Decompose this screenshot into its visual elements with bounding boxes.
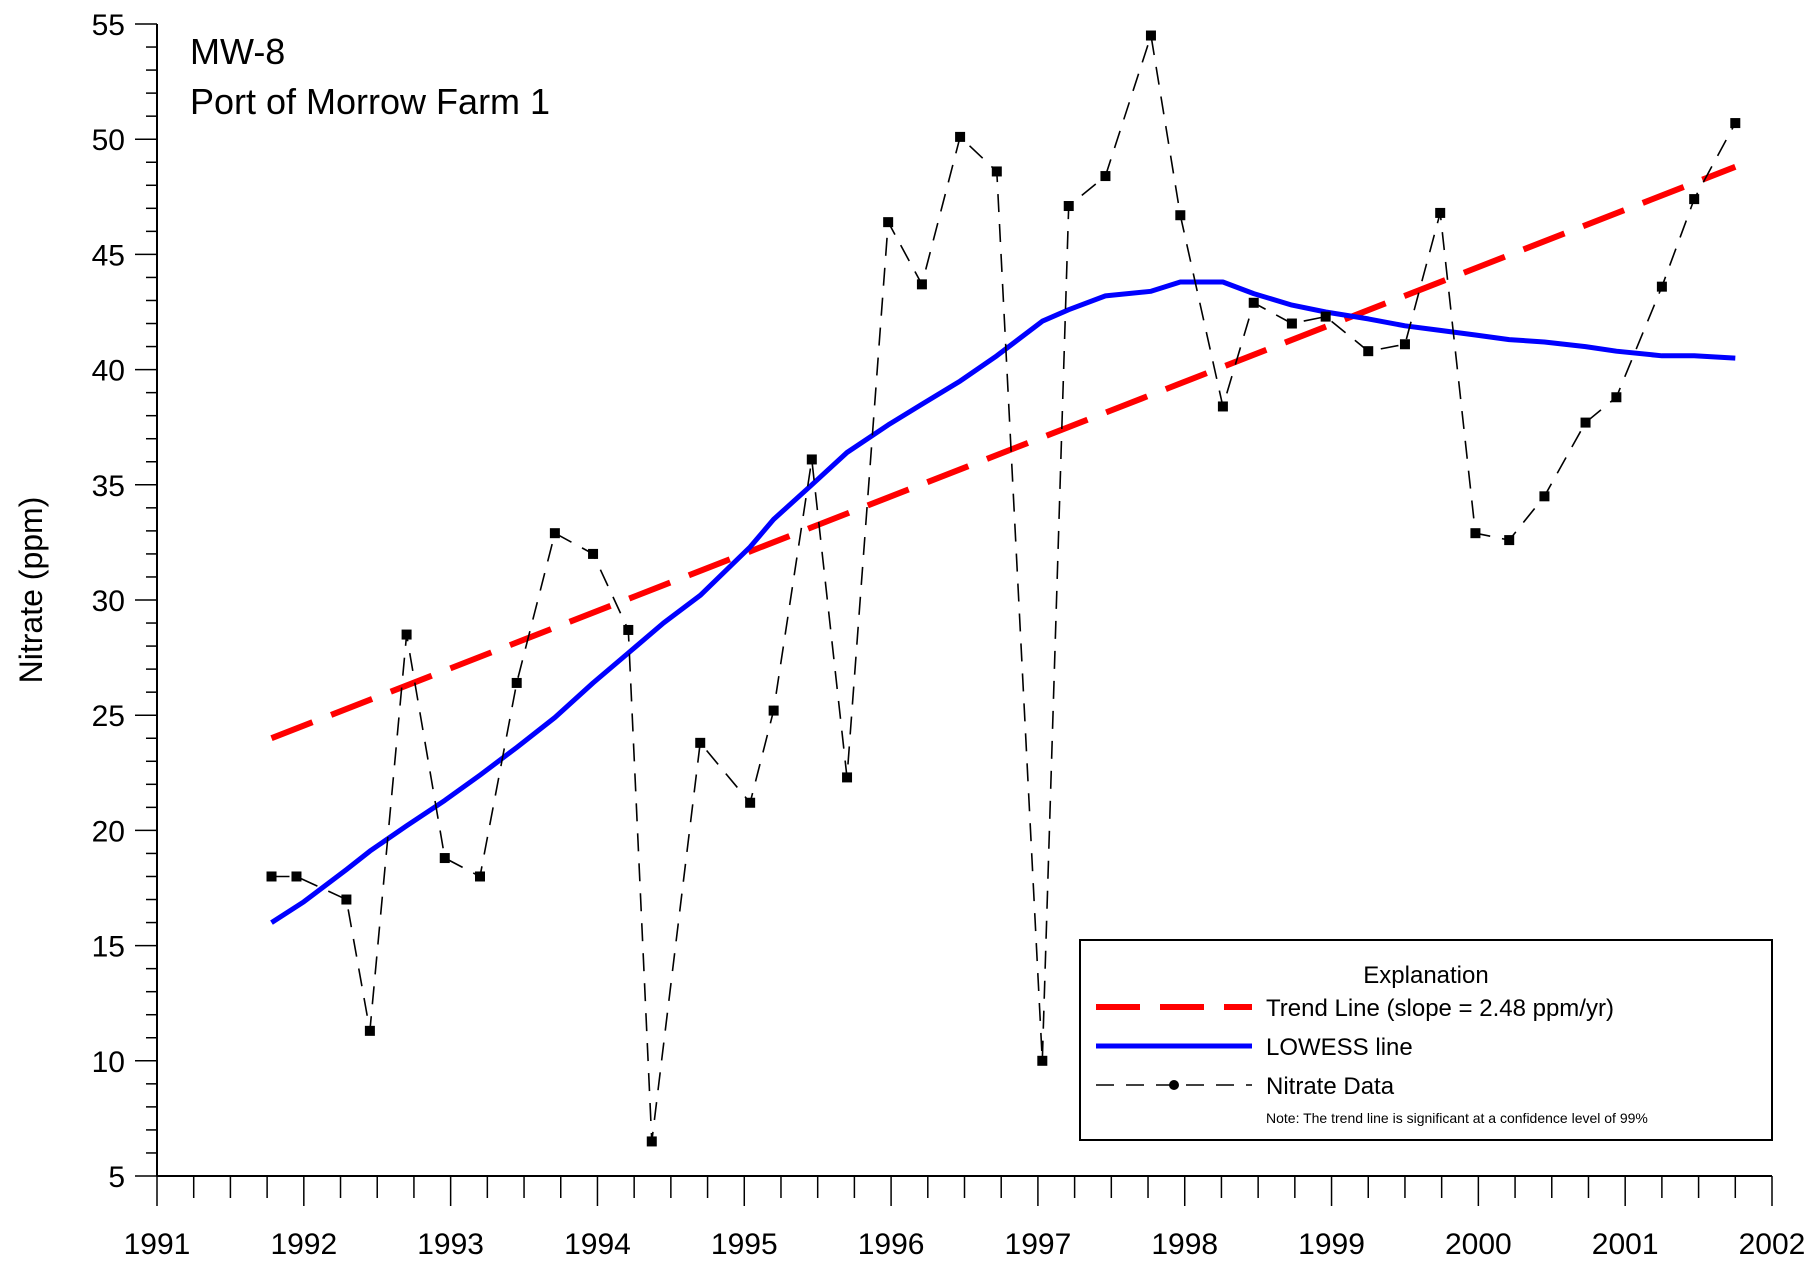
data-point	[291, 871, 302, 882]
title-line-1: MW-8	[190, 31, 285, 72]
data-point	[1217, 401, 1228, 412]
y-tick-label: 45	[92, 239, 125, 272]
y-axis-label: Nitrate (ppm)	[13, 497, 49, 684]
legend-lowess-label: LOWESS line	[1266, 1034, 1413, 1061]
data-point	[1320, 311, 1331, 322]
data-point	[1539, 491, 1550, 502]
data-point	[745, 797, 756, 808]
y-tick-label: 35	[92, 470, 125, 503]
data-point	[1286, 318, 1297, 329]
data-point	[1689, 194, 1700, 205]
data-point	[646, 1136, 657, 1147]
legend: Explanation Trend Line (slope = 2.48 ppm…	[1079, 939, 1773, 1141]
y-tick-label: 25	[92, 700, 125, 733]
data-point	[475, 871, 485, 882]
data-point	[1363, 346, 1374, 357]
x-tick-label: 1998	[1151, 1228, 1218, 1261]
y-tick-label: 20	[92, 815, 125, 848]
data-point	[1611, 392, 1622, 403]
x-tick-label: 1997	[1005, 1228, 1072, 1261]
data-point	[1100, 171, 1111, 182]
data-point	[549, 528, 560, 539]
series-line-lowess	[270, 279, 1736, 925]
data-point	[695, 737, 706, 748]
data-point	[1175, 210, 1186, 221]
series-layer	[266, 30, 1741, 1147]
data-point	[1580, 417, 1591, 428]
axes: 5 10 15 20 25 30 35 40 45 50 55 1991 1992 1993 1994 199…	[92, 9, 1806, 1261]
x-tick-label: 2000	[1445, 1228, 1512, 1261]
legend-data-marker	[1169, 1080, 1179, 1090]
y-tick-label: 40	[92, 355, 125, 388]
data-point	[266, 871, 277, 882]
y-tick-label: 10	[92, 1046, 125, 1079]
data-point	[341, 894, 352, 905]
data-point	[806, 454, 817, 465]
data-point	[842, 772, 853, 783]
y-tick-label: 5	[108, 1161, 125, 1194]
x-tick-label: 1991	[124, 1228, 191, 1261]
data-point	[1656, 281, 1667, 292]
legend-box	[1079, 939, 1773, 1141]
x-tick-label: 2001	[1592, 1228, 1659, 1261]
x-tick-label: 1996	[858, 1228, 925, 1261]
x-tick-label: 2002	[1739, 1228, 1806, 1261]
x-tick-label: 1993	[417, 1228, 484, 1261]
data-point	[916, 279, 927, 290]
data-point	[768, 705, 779, 716]
data-point	[588, 548, 599, 559]
y-tick-label: 50	[92, 124, 125, 157]
legend-data-label: Nitrate Data	[1266, 1073, 1395, 1100]
legend-trend-label: Trend Line (slope = 2.48 ppm/yr)	[1266, 995, 1614, 1022]
data-point	[401, 629, 412, 640]
legend-title: Explanation	[1363, 962, 1488, 989]
legend-note: Note: The trend line is significant at a…	[1266, 1110, 1648, 1126]
data-point	[1504, 535, 1515, 546]
data-point	[511, 677, 522, 688]
data-point	[1248, 297, 1259, 308]
data-point	[1399, 339, 1410, 350]
y-tick-label: 15	[92, 931, 125, 964]
data-point	[1037, 1055, 1048, 1066]
series-line-trend	[270, 164, 1737, 741]
x-tick-label: 1994	[564, 1228, 631, 1261]
data-point	[955, 131, 966, 142]
x-tick-label: 1995	[711, 1228, 778, 1261]
data-point	[1730, 118, 1741, 129]
data-point	[991, 166, 1002, 177]
y-tick-label: 55	[92, 9, 125, 42]
data-point	[1470, 528, 1481, 539]
chart-title: MW-8 Port of Morrow Farm 1	[190, 31, 550, 122]
x-tick-label: 1992	[270, 1228, 337, 1261]
data-point	[1145, 30, 1156, 41]
data-point	[439, 853, 450, 864]
data-point	[623, 624, 634, 635]
data-point	[1063, 201, 1074, 212]
x-tick-label: 1999	[1298, 1228, 1365, 1261]
data-point	[364, 1025, 375, 1036]
title-line-2: Port of Morrow Farm 1	[190, 81, 550, 122]
y-tick-label: 30	[92, 585, 125, 618]
data-point	[1435, 207, 1446, 218]
data-point	[883, 217, 894, 228]
